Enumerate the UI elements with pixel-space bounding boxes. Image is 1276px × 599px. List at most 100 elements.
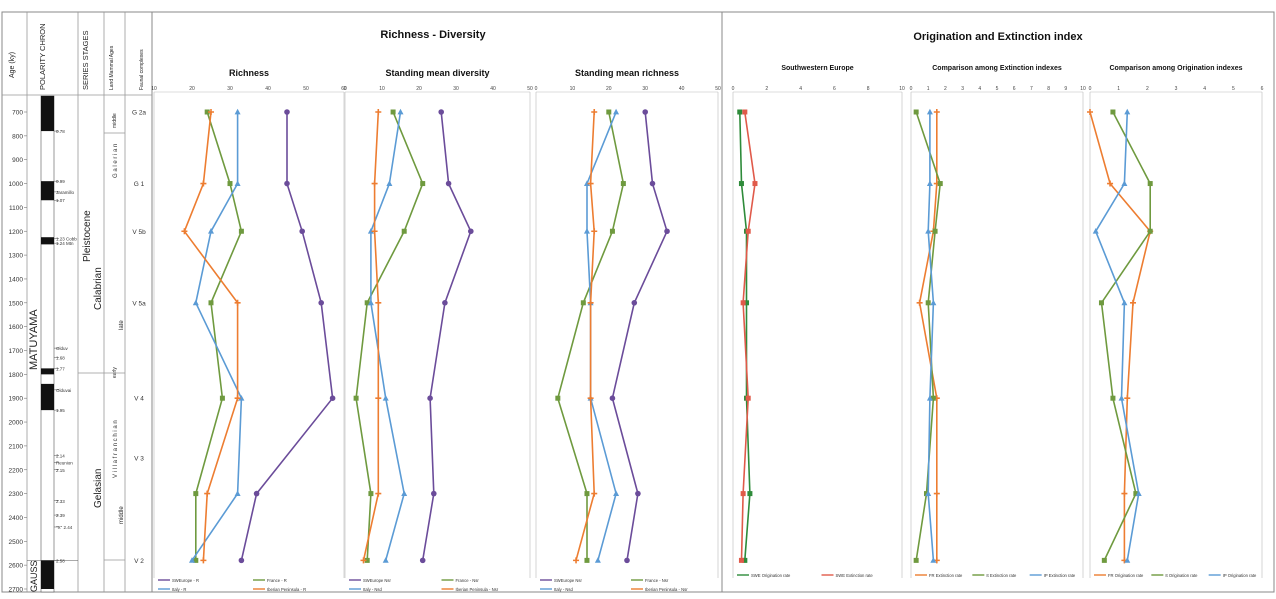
data-point bbox=[609, 228, 615, 234]
data-point bbox=[594, 557, 601, 563]
data-point bbox=[752, 181, 758, 187]
data-point bbox=[587, 299, 594, 306]
data-point bbox=[738, 557, 744, 563]
data-point bbox=[253, 490, 260, 497]
data-point bbox=[1107, 180, 1114, 187]
faunal-units: G 2a G 1 V 5b V 5a V 4 V 3 V 2 bbox=[132, 110, 146, 565]
data-point bbox=[238, 395, 245, 401]
data-point bbox=[189, 557, 195, 563]
data-point bbox=[200, 180, 207, 187]
x-tick-label: 1 bbox=[1117, 86, 1120, 92]
galerian-label: G a l e r i a n bbox=[113, 144, 119, 178]
x-tick-label: 6 bbox=[1261, 86, 1264, 92]
data-point bbox=[591, 109, 598, 115]
data-point bbox=[937, 181, 943, 187]
normal-polarity-band bbox=[41, 112, 54, 132]
age-tick-label: 2300 bbox=[9, 491, 24, 498]
data-point bbox=[587, 395, 594, 402]
age-tick-label: 2200 bbox=[9, 467, 24, 474]
strat-frame bbox=[1, 11, 153, 593]
data-point bbox=[1092, 228, 1099, 234]
x-tick-label: 1 bbox=[927, 86, 930, 92]
age-tick-label: 2500 bbox=[9, 539, 24, 546]
data-point bbox=[591, 490, 598, 497]
age-axis: 700 800 900 1000 1100 1200 1300 1400 1500 1600 170… bbox=[9, 110, 27, 594]
data-point bbox=[573, 557, 580, 564]
age-tick-label: 1300 bbox=[9, 253, 24, 260]
data-point bbox=[584, 557, 590, 563]
x-tick-label: 0 bbox=[344, 86, 347, 92]
data-point bbox=[375, 490, 382, 497]
data-point bbox=[192, 299, 199, 306]
x-tick-label: 50 bbox=[527, 86, 533, 92]
x-tick-label: 4 bbox=[799, 86, 802, 92]
age-tick-label: 1600 bbox=[9, 324, 24, 331]
data-point bbox=[364, 557, 370, 563]
chart-panel-3: Standing mean richness 0 10 20 30 40 50 SWEurop… bbox=[535, 68, 721, 592]
data-point bbox=[208, 228, 214, 234]
data-point bbox=[1124, 557, 1131, 563]
x-tick-label: 0 bbox=[732, 86, 735, 92]
data-point bbox=[555, 395, 561, 401]
legend-label: Italy - R bbox=[172, 587, 186, 592]
origination-extinction-title: Origination and Extinction index bbox=[913, 31, 1083, 43]
polarity-note-label: 2.39 bbox=[56, 513, 65, 518]
data-point bbox=[219, 395, 225, 401]
data-point bbox=[631, 300, 638, 306]
data-point bbox=[431, 490, 437, 497]
data-point bbox=[420, 181, 426, 187]
chart-title: Standing mean richness bbox=[575, 68, 679, 78]
gelasian-label: Gelasian bbox=[93, 469, 104, 508]
data-point bbox=[609, 395, 616, 402]
data-point bbox=[620, 181, 626, 187]
data-point bbox=[445, 180, 452, 187]
data-point bbox=[238, 557, 245, 564]
data-point bbox=[926, 395, 933, 401]
x-tick-label: 50 bbox=[715, 86, 721, 92]
data-point bbox=[208, 109, 214, 115]
calabrian-label: Calabrian bbox=[93, 267, 104, 310]
normal-polarity-band bbox=[41, 181, 54, 201]
legend-label: Iberian Peninsula - Nsr bbox=[456, 587, 499, 592]
age-tick-label: 2600 bbox=[9, 563, 24, 570]
legend-label: SWEurope Nsr bbox=[363, 578, 392, 583]
chart-panel-1: Richness 10 20 30 40 50 60 SWEurope - R France -… bbox=[151, 68, 347, 592]
legend-label: SWE Extinction rate bbox=[836, 573, 874, 578]
data-point bbox=[1130, 299, 1136, 306]
age-tick-label: 1400 bbox=[9, 276, 24, 283]
data-point bbox=[427, 395, 433, 402]
age-tick-label: 700 bbox=[12, 110, 23, 117]
normal-polarity-band bbox=[41, 560, 54, 589]
data-point bbox=[745, 395, 751, 401]
x-tick-label: 10 bbox=[379, 86, 385, 92]
villafranchian-label: V i l l a f r a n c h i a n bbox=[113, 420, 119, 478]
matuyama-label: MATUYAMA bbox=[28, 309, 40, 370]
age-tick-label: 800 bbox=[12, 133, 23, 140]
series-line bbox=[1089, 111, 1152, 561]
legend-label: Italy - Nsd bbox=[554, 587, 574, 592]
legend-label: Iberian Peninsula - R bbox=[267, 587, 306, 592]
legend-label: Iberian Peninsula - Nsr bbox=[645, 587, 688, 592]
data-point bbox=[442, 300, 448, 306]
data-point bbox=[386, 180, 393, 186]
polarity-note-label: 2.15 bbox=[56, 468, 65, 473]
data-point bbox=[664, 228, 670, 235]
data-point bbox=[397, 108, 404, 115]
normal-polarity-band bbox=[41, 237, 54, 245]
polarity-note-label: Reunion bbox=[56, 461, 73, 466]
gauss-label: GAUSS bbox=[29, 560, 39, 592]
chart-panel-4: Southwestern Europe 0 2 4 6 8 10 SWE Originatio… bbox=[732, 65, 905, 578]
faunal-unit-label: G 2a bbox=[132, 110, 146, 117]
polarity-note-label: 2.58 bbox=[56, 558, 65, 563]
legend-label: Italy - Nsd bbox=[363, 587, 383, 592]
series-stages-label: SERIES STAGES bbox=[81, 31, 90, 90]
data-point bbox=[587, 180, 594, 187]
polarity-note-label: 1.23 Cobb bbox=[56, 236, 77, 241]
age-tick-label: 1000 bbox=[9, 181, 24, 188]
x-tick-label: 7 bbox=[1030, 86, 1033, 92]
faunal-unit-label: V 4 bbox=[134, 396, 144, 403]
x-tick-label: 10 bbox=[899, 86, 905, 92]
data-point bbox=[1121, 180, 1128, 186]
